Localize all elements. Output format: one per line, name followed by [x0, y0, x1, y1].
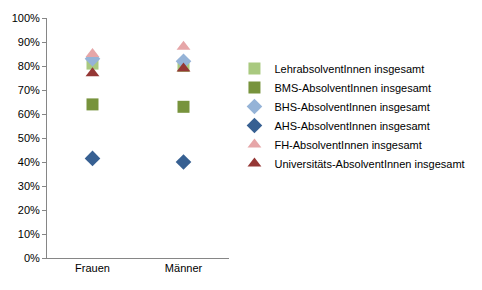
svg-text:BHS-AbsolventInnen insgesamt: BHS-AbsolventInnen insgesamt — [274, 101, 429, 113]
svg-text:Frauen: Frauen — [75, 262, 110, 274]
svg-text:30%: 30% — [18, 180, 40, 192]
svg-text:90%: 90% — [18, 36, 40, 48]
svg-text:Universitäts-AbsolventInnen in: Universitäts-AbsolventInnen insgesamt — [274, 158, 464, 170]
svg-text:10%: 10% — [18, 228, 40, 240]
svg-text:40%: 40% — [18, 156, 40, 168]
svg-text:BMS-AbsolventInnen insgesamt: BMS-AbsolventInnen insgesamt — [274, 82, 431, 94]
svg-text:AHS-AbsolventInnen insgesamt: AHS-AbsolventInnen insgesamt — [274, 120, 429, 132]
svg-text:Männer: Männer — [165, 262, 203, 274]
svg-text:0%: 0% — [24, 252, 40, 264]
svg-text:60%: 60% — [18, 108, 40, 120]
svg-text:LehrabsolventInnen insgesamt: LehrabsolventInnen insgesamt — [274, 63, 424, 75]
svg-text:80%: 80% — [18, 60, 40, 72]
svg-text:FH-AbsolventInnen insgesamt: FH-AbsolventInnen insgesamt — [274, 139, 421, 151]
svg-text:70%: 70% — [18, 84, 40, 96]
svg-text:20%: 20% — [18, 204, 40, 216]
svg-text:50%: 50% — [18, 132, 40, 144]
svg-text:100%: 100% — [12, 12, 40, 24]
